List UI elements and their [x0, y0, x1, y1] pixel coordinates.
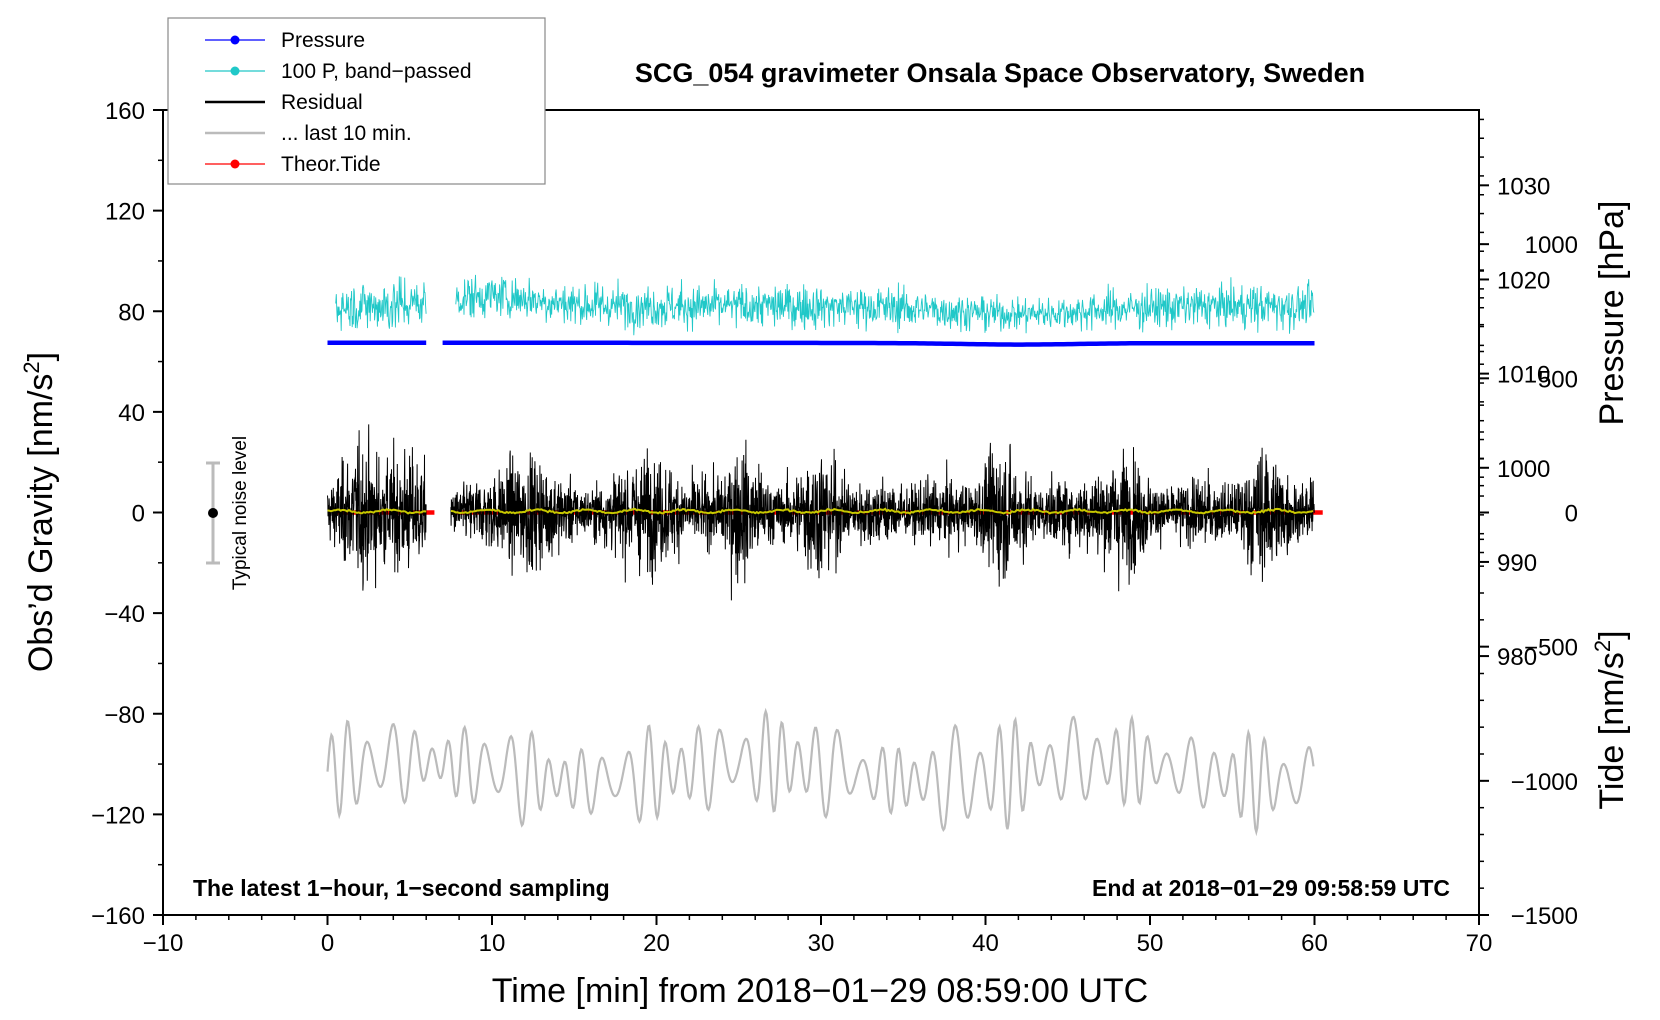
x-tick-label-6: 50 — [1137, 930, 1164, 957]
legend-item-pressure: Pressure — [205, 29, 365, 52]
pressure-tick-label-1: 990 — [1497, 550, 1537, 577]
legend-item-theor-tide: Theor.Tide — [205, 153, 381, 176]
y-tick-label-4: 0 — [132, 501, 145, 528]
pressure-bandpassed-segment-0 — [335, 276, 427, 331]
tide-tick-label-4: 500 — [1538, 366, 1578, 393]
series-residual — [327, 424, 1315, 601]
noise-level-label: Typical noise level — [230, 436, 251, 590]
y-axis-ticks: −160 −120 −80 −40 0 40 80 120 160 — [91, 98, 163, 930]
pressure-axis-title: Pressure [hPa] — [1593, 201, 1631, 426]
legend-box — [167, 17, 546, 185]
series-layer — [326, 274, 1323, 837]
legend-swatch-marker — [230, 66, 240, 76]
legend: Pressure 100 P, band−passed Residual ... la… — [167, 17, 546, 185]
series-residual-smoothed — [327, 507, 1314, 515]
tide-axis-ticks: −1500 −1000 −500 0 500 1000 — [1479, 232, 1578, 930]
y-tick-label-0: −160 — [91, 903, 145, 930]
legend-item-last-10-min: ... last 10 min. — [205, 122, 412, 145]
x-tick-label-0: −10 — [143, 930, 184, 957]
series-pressure-bandpassed — [335, 274, 1315, 336]
pressure-tick-label-3: 1010 — [1497, 362, 1550, 389]
pressure-tick-label-5: 1030 — [1497, 173, 1550, 200]
legend-swatch-marker — [230, 35, 240, 45]
tide-tick-label-3: 0 — [1565, 501, 1578, 528]
y-tick-label-5: 40 — [118, 400, 145, 427]
legend-item-residual: Residual — [205, 91, 363, 114]
pressure-tick-label-0: 980 — [1497, 644, 1537, 671]
pressure-segment-1 — [442, 340, 1315, 347]
noise-level-indicator: Typical noise level — [206, 436, 251, 590]
x-tick-label-4: 30 — [808, 930, 835, 957]
legend-label: ... last 10 min. — [281, 122, 412, 145]
x-axis-ticks: −10 0 10 20 30 40 50 60 70 — [143, 915, 1493, 957]
noise-bar-dot — [208, 508, 218, 518]
residual-smoothed-segment-1 — [450, 507, 1314, 515]
legend-label: Theor.Tide — [281, 153, 381, 176]
chart-title: SCG_054 gravimeter Onsala Space Observat… — [635, 58, 1365, 88]
residual-segment-1 — [450, 439, 1315, 601]
y-tick-label-6: 80 — [118, 299, 145, 326]
legend-swatch-marker — [230, 159, 240, 169]
residual-segment-0 — [327, 424, 427, 591]
y-axis-title: Obs’d Gravity [nm/s2] — [19, 352, 60, 672]
legend-item-100-p-band-passed: 100 P, band−passed — [205, 60, 472, 83]
legend-label: Residual — [281, 91, 363, 114]
end-time-note: End at 2018−01−29 09:58:59 UTC — [1092, 875, 1450, 901]
tide-axis-title: Tide [nm/s2] — [1590, 630, 1631, 809]
x-tick-label-7: 60 — [1301, 930, 1328, 957]
y-tick-label-1: −120 — [91, 802, 145, 829]
series-pressure — [327, 340, 1315, 347]
last-10-min-line — [326, 707, 1315, 837]
x-axis-title: Time [min] from 2018−01−29 08:59:00 UTC — [492, 972, 1148, 1010]
pressure-axis-ticks: 980 990 1000 1010 1020 1030 — [1479, 118, 1550, 671]
pressure-tick-label-4: 1020 — [1497, 267, 1550, 294]
pressure-tick-label-2: 1000 — [1497, 456, 1550, 483]
tide-tick-label-2: −500 — [1524, 635, 1578, 662]
series-last-10-min — [326, 707, 1315, 837]
residual-smoothed-segment-0 — [327, 507, 427, 515]
tide-tick-label-0: −1500 — [1511, 903, 1578, 930]
sampling-note: The latest 1−hour, 1−second sampling — [193, 875, 610, 901]
legend-label: 100 P, band−passed — [281, 60, 472, 83]
pressure-bandpassed-segment-1 — [455, 274, 1315, 336]
tide-tick-label-5: 1000 — [1525, 232, 1578, 259]
x-tick-label-5: 40 — [972, 930, 999, 957]
x-tick-label-3: 20 — [643, 930, 670, 957]
x-tick-label-8: 70 — [1466, 930, 1493, 957]
y-tick-label-8: 160 — [105, 98, 145, 125]
y-tick-label-2: −80 — [104, 702, 145, 729]
y-tick-label-7: 120 — [105, 199, 145, 226]
tide-tick-label-1: −1000 — [1511, 769, 1578, 796]
x-tick-label-2: 10 — [479, 930, 506, 957]
x-tick-label-1: 0 — [321, 930, 334, 957]
y-tick-label-3: −40 — [104, 601, 145, 628]
legend-label: Pressure — [281, 29, 365, 52]
